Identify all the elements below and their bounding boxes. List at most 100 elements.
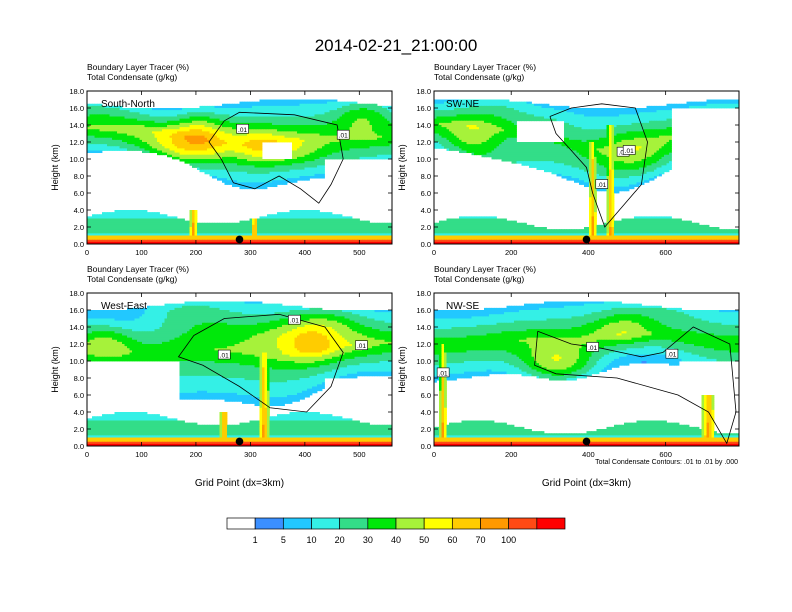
heatmap-cell <box>334 137 338 141</box>
heatmap-cell <box>104 131 108 134</box>
heatmap-cell <box>224 116 228 120</box>
heatmap-cell <box>119 120 123 124</box>
heatmap-cell <box>209 127 213 130</box>
heatmap-cell <box>359 105 363 109</box>
heatmap-cell <box>304 110 308 113</box>
heatmap-cell <box>232 103 235 107</box>
heatmap-cell <box>289 135 293 139</box>
heatmap-cell <box>192 127 195 130</box>
heatmap-cell <box>257 103 260 107</box>
heatmap-cell <box>152 127 155 130</box>
heatmap-cell <box>192 129 195 132</box>
heatmap-cell <box>342 114 345 117</box>
heatmap-cell <box>302 142 305 145</box>
heatmap-cell <box>257 120 260 124</box>
heatmap-cell <box>159 144 163 147</box>
heatmap-cell <box>224 129 228 132</box>
heatmap-cell <box>262 137 265 141</box>
heatmap-cell <box>239 105 243 109</box>
heatmap-cell <box>322 137 325 141</box>
heatmap-cell <box>249 116 253 120</box>
heatmap-cell <box>97 133 100 137</box>
heatmap-cell <box>284 133 288 137</box>
heatmap-cell <box>372 118 375 122</box>
heatmap-cell <box>252 144 255 147</box>
heatmap-cell <box>192 108 195 111</box>
heatmap-cell <box>197 110 200 113</box>
heatmap-cell <box>212 105 215 109</box>
heatmap-cell <box>274 116 278 120</box>
heatmap-cell <box>314 116 318 120</box>
heatmap-cell <box>312 118 315 122</box>
heatmap-cell <box>307 125 310 128</box>
heatmap-cell <box>167 127 170 130</box>
heatmap-cell <box>224 122 228 126</box>
heatmap-cell <box>169 112 173 115</box>
heatmap-cell <box>172 137 175 141</box>
heatmap-cell <box>382 122 385 126</box>
heatmap-cell <box>147 139 150 143</box>
heatmap-cell <box>364 116 368 120</box>
heatmap-cell <box>94 116 98 120</box>
heatmap-cell <box>117 129 120 132</box>
heatmap-cell <box>94 139 98 143</box>
heatmap-cell <box>227 114 230 117</box>
heatmap-cell <box>124 139 128 143</box>
heatmap-cell <box>282 127 285 130</box>
heatmap-cell <box>162 142 165 145</box>
heatmap-cell <box>197 129 200 132</box>
heatmap-cell <box>104 114 108 117</box>
heatmap-cell <box>244 116 248 120</box>
heatmap-cell <box>94 129 98 132</box>
heatmap-cell <box>297 112 300 115</box>
heatmap-cell <box>174 129 178 132</box>
heatmap-cell <box>179 114 183 117</box>
heatmap-cell <box>87 146 90 149</box>
heatmap-cell <box>259 116 263 120</box>
heatmap-cell <box>252 101 255 105</box>
heatmap-cell <box>217 112 220 115</box>
heatmap-cell <box>94 114 98 117</box>
heatmap-cell <box>317 127 320 130</box>
heatmap-cell <box>284 108 288 111</box>
heatmap-cell <box>114 112 118 115</box>
heatmap-cell <box>289 108 293 111</box>
heatmap-cell <box>219 178 223 181</box>
heatmap-cell <box>354 116 358 120</box>
heatmap-cell <box>367 110 370 113</box>
heatmap-cell <box>154 133 158 137</box>
heatmap-cell <box>334 105 338 109</box>
heatmap-cell <box>322 129 325 132</box>
heatmap-cell <box>339 105 343 109</box>
heatmap-cell <box>224 110 228 113</box>
heatmap-cell <box>209 114 213 117</box>
heatmap-cell <box>342 139 345 143</box>
heatmap-cell <box>254 105 258 109</box>
heatmap-cell <box>277 108 280 111</box>
heatmap-cell <box>327 129 330 132</box>
heatmap-cell <box>222 103 225 107</box>
heatmap-cell <box>152 135 155 139</box>
heatmap-cell <box>267 131 270 134</box>
heatmap-cell <box>159 112 163 115</box>
heatmap-cell <box>332 135 335 139</box>
heatmap-cell <box>234 129 238 132</box>
heatmap-cell <box>194 142 198 145</box>
heatmap-cell <box>189 118 193 122</box>
heatmap-cell <box>357 120 360 124</box>
heatmap-cell <box>194 131 198 134</box>
heatmap-cell <box>272 125 275 128</box>
heatmap-cell <box>124 133 128 137</box>
heatmap-cell <box>174 131 178 134</box>
heatmap-cell <box>254 144 258 147</box>
heatmap-cell <box>139 120 143 124</box>
heatmap-cell <box>132 110 135 113</box>
heatmap-cell <box>184 114 188 117</box>
heatmap-cell <box>154 120 158 124</box>
heatmap-cell <box>107 110 110 113</box>
heatmap-cell <box>322 142 325 145</box>
heatmap-cell <box>294 116 298 120</box>
heatmap-cell <box>374 144 378 147</box>
heatmap-cell <box>317 139 320 143</box>
heatmap-cell <box>174 139 178 143</box>
